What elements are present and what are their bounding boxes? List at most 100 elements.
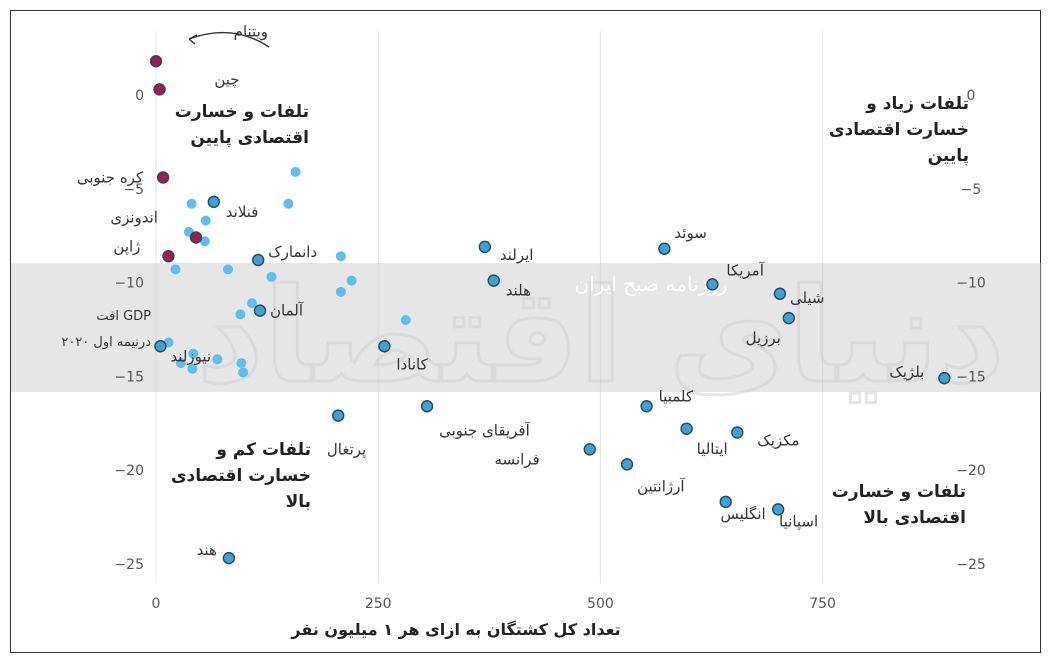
quadrant-label-bottom-right: اقتصادی بالا — [863, 508, 966, 528]
label-اسپانیا: اسپانیا — [779, 512, 818, 531]
point-آمریکا — [706, 278, 719, 291]
point-برزیل — [782, 311, 796, 325]
y-tick-label-left: −5 — [123, 182, 144, 198]
point-unlabeled — [186, 198, 197, 209]
label-بلژیک: بلژیک — [889, 363, 924, 381]
watermark-logo: دنیای اقتصاد — [197, 260, 1005, 412]
label-کره جنوبی: کره جنوبی — [77, 169, 144, 187]
label-کانادا: کانادا — [396, 355, 428, 373]
y-tick-labels-left: 0 −5 −10 −15 −20 −25 — [114, 88, 144, 573]
y-tick-label-left: −20 — [114, 463, 144, 479]
point-پرتغال — [332, 409, 345, 422]
point-unlabeled — [170, 264, 181, 275]
point-labels: ویتنام چین کره جنوبی اندونزی ژاپن فنلاند دانما… — [77, 22, 925, 559]
y-tick-label-left: −25 — [114, 557, 144, 573]
label-ویتنام: ویتنام — [234, 22, 268, 40]
y-tick-label-right: −20 — [956, 463, 986, 479]
x-tick-label: 750 — [809, 596, 836, 612]
point-آلمان — [253, 304, 267, 317]
y-axis-label-line1: افت GDP — [96, 309, 151, 324]
y-axis-label-line2: درنیمه اول ۲۰۲۰ — [61, 335, 151, 350]
x-tick-label: 250 — [365, 596, 392, 612]
point-unlabeled — [236, 358, 247, 369]
quadrant-labels: تلفات و خسارت اقتصادی پایین تلفات زیاد و خس… — [171, 94, 969, 528]
point-فرانسه — [583, 443, 596, 456]
point-ایتالیا — [680, 422, 693, 435]
label-هلند: هلند — [506, 282, 531, 300]
label-آمریکا: آمریکا — [726, 261, 764, 279]
label-ژاپن: ژاپن — [113, 237, 140, 256]
point-هلند — [487, 274, 500, 287]
quadrant-label-top-right: پایین — [928, 146, 969, 166]
x-tick-label: 0 — [152, 596, 161, 612]
quadrant-label-top-left: تلفات و خسارت — [175, 102, 309, 122]
vietnam-arrowhead-icon — [188, 34, 198, 45]
quadrant-label-bottom-right: تلفات و خسارت — [832, 482, 966, 502]
point-فنلاند — [207, 195, 220, 209]
data-points — [149, 55, 951, 565]
point-unlabeled — [283, 198, 294, 209]
point-کانادا — [378, 340, 391, 353]
point-ویتنام — [149, 55, 163, 68]
point-ژاپن — [162, 250, 175, 263]
label-هند: هند — [197, 541, 217, 559]
quadrant-label-bottom-left: خسارت اقتصادی — [171, 466, 311, 486]
label-کلمبیا: کلمبیا — [659, 387, 694, 405]
point-unlabeled — [175, 358, 186, 369]
point-unlabeled — [400, 315, 411, 325]
x-axis-label: تعداد کل کشتگان به ازای هر ۱ میلیون نفر — [290, 620, 620, 639]
point-unlabeled — [235, 309, 246, 320]
y-tick-label-right: −10 — [956, 276, 986, 292]
y-tick-label-right: −25 — [956, 557, 986, 573]
point-unlabeled — [290, 166, 301, 177]
point-unlabeled — [266, 271, 277, 282]
y-tick-label-left: −10 — [114, 276, 144, 292]
quadrant-label-top-right: خسارت اقتصادی — [829, 120, 969, 140]
label-چین: چین — [214, 70, 239, 88]
point-unlabeled — [335, 251, 346, 262]
point-اسپانیا — [771, 503, 785, 516]
label-آرژانتین: آرژانتین — [637, 477, 685, 495]
grid-lines — [155, 31, 824, 583]
point-شیلی — [773, 287, 787, 300]
point-unlabeled — [335, 286, 346, 297]
label-شیلی: شیلی — [790, 289, 825, 307]
point-unlabeled — [200, 215, 211, 226]
point-unlabeled — [212, 354, 223, 365]
x-tick-labels: 0 250 500 750 — [152, 596, 836, 612]
label-پرتغال: پرتغال — [327, 441, 366, 460]
label-فرانسه: فرانسه — [495, 450, 540, 468]
label-برزیل: برزیل — [746, 329, 781, 347]
label-انگلیس: انگلیس — [720, 505, 765, 523]
quadrant-label-top-right: تلفات زیاد و — [865, 94, 969, 114]
point-unlabeled — [246, 298, 257, 309]
point-اندونزی — [189, 231, 203, 244]
point-انگلیس — [719, 495, 732, 509]
y-tick-label-left: 0 — [135, 88, 144, 104]
scatter-chart: دنیای اقتصاد روزنامه صبح ایران 0 250 500 75… — [11, 22, 1042, 639]
point-unlabeled — [222, 264, 233, 275]
label-ایتالیا: ایتالیا — [697, 440, 728, 458]
watermark-band — [11, 263, 1042, 392]
vietnam-arrow-icon — [188, 31, 270, 48]
label-دانمارک: دانمارک — [268, 243, 317, 261]
point-unlabeled — [238, 367, 249, 378]
point-آفریقای جنوبی — [420, 400, 434, 413]
y-tick-label-right: −15 — [956, 369, 986, 385]
label-اندونزی: اندونزی — [110, 209, 158, 227]
point-چین — [153, 83, 166, 96]
label-آلمان: آلمان — [270, 302, 304, 320]
y-tick-label-left: −15 — [114, 369, 144, 385]
y-tick-label-right: −5 — [961, 182, 982, 198]
point-سوئد — [658, 242, 671, 255]
point-unlabeled — [188, 348, 199, 359]
point-آرژانتین — [620, 458, 634, 471]
point-unlabeled — [346, 275, 357, 286]
point-نیوزلند — [154, 340, 167, 353]
label-آفریقای جنوبی: آفریقای جنوبی — [439, 421, 531, 439]
label-فنلاند: فنلاند — [226, 203, 259, 221]
y-tick-label-right: 0 — [967, 88, 976, 104]
quadrant-label-bottom-left: تلفات کم و — [215, 440, 311, 460]
chart-frame: دنیای اقتصاد روزنامه صبح ایران 0 250 500 75… — [10, 10, 1042, 653]
point-مکزیک — [731, 426, 744, 439]
